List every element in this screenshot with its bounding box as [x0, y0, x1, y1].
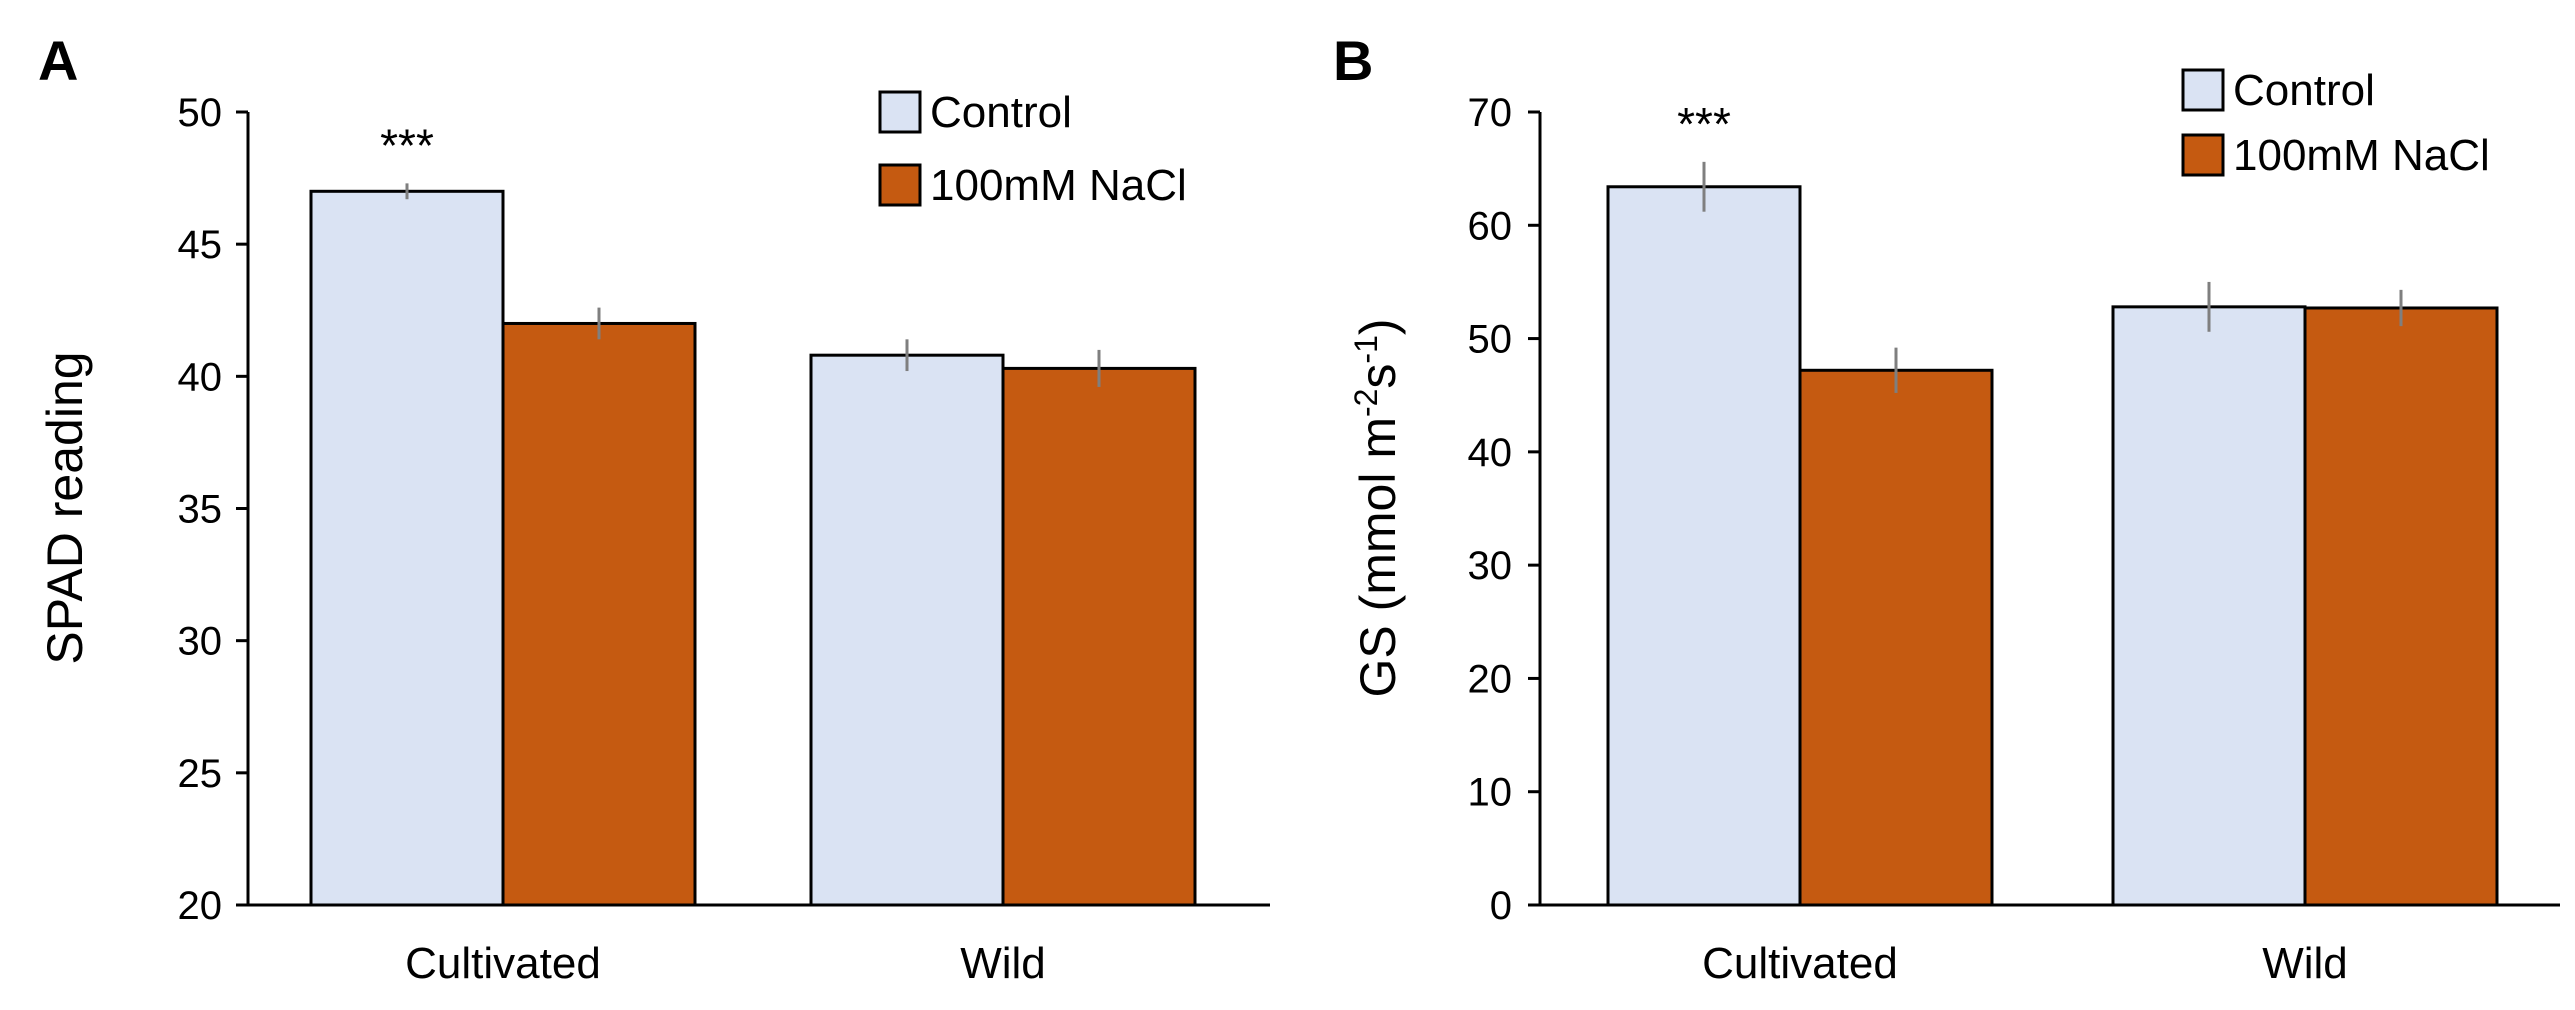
legend-swatch: [2181, 133, 2225, 177]
y-tick-label: 60: [1468, 204, 1513, 248]
significance-label: ***: [1677, 98, 1731, 150]
bar: [809, 353, 1005, 907]
y-axis-title-part: GS (mmol m: [1350, 417, 1406, 698]
bar: [501, 321, 697, 907]
legend-swatch: [878, 163, 922, 207]
bar: [1001, 366, 1197, 907]
y-tick-label: 0: [1490, 884, 1512, 928]
y-tick-label: 10: [1468, 771, 1513, 815]
legend-label: Control: [2233, 66, 2375, 115]
y-tick-label: 25: [178, 752, 223, 796]
y-axis-title-part: s: [1350, 364, 1406, 389]
y-axis-title: SPAD reading: [37, 351, 93, 664]
bar: [2111, 305, 2307, 907]
y-tick-label: 35: [178, 488, 223, 532]
bar: [1606, 185, 1802, 907]
panel-b: B GS (mmol m-2s-1) 0 10 20 30 40 50 60 70 *** Culti…: [1333, 29, 2560, 988]
y-axis-title-superscript: -2: [1348, 389, 1384, 417]
y-axis-title: GS (mmol m-2s-1): [1348, 318, 1406, 697]
legend-label: 100mM NaCl: [2233, 131, 2490, 180]
significance-label: ***: [380, 119, 434, 171]
x-tick-label: Wild: [2262, 939, 2348, 988]
legend-swatch: [2181, 68, 2225, 112]
bar: [309, 189, 505, 907]
panel-a: A SPAD reading 20 25 30 35 40 45 50 *** Cultivated…: [37, 29, 1270, 988]
y-tick-label: 40: [1468, 431, 1513, 475]
bar: [2303, 306, 2499, 907]
bar: [1798, 368, 1994, 907]
legend-label: Control: [930, 88, 1072, 137]
panel-letter: A: [38, 29, 78, 92]
y-tick-label: 50: [178, 91, 223, 135]
legend-swatch: [878, 90, 922, 134]
y-tick-label: 30: [178, 620, 223, 664]
y-tick-label: 30: [1468, 544, 1513, 588]
x-tick-label: Cultivated: [1702, 939, 1898, 988]
y-tick-label: 70: [1468, 91, 1513, 135]
x-tick-label: Wild: [960, 939, 1046, 988]
y-tick-label: 40: [178, 355, 223, 399]
y-tick-label: 45: [178, 223, 223, 267]
y-tick-label: 20: [1468, 657, 1513, 701]
panel-letter: B: [1333, 29, 1373, 92]
y-tick-label: 20: [178, 884, 223, 928]
y-axis-title-part: ): [1350, 318, 1406, 335]
legend-label: 100mM NaCl: [930, 161, 1187, 210]
x-tick-label: Cultivated: [405, 939, 601, 988]
y-tick-label: 50: [1468, 318, 1513, 362]
y-axis-title-superscript: -1: [1348, 335, 1384, 363]
